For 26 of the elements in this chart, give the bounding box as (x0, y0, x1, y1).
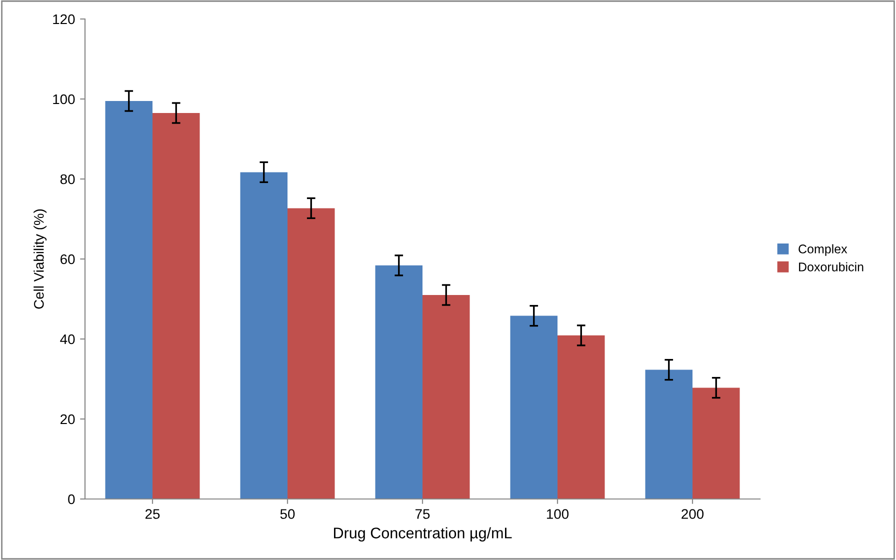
bar (645, 370, 692, 499)
bar (152, 113, 200, 499)
y-tick-label: 20 (60, 414, 75, 424)
y-tick-label: 40 (60, 334, 75, 344)
bar (510, 316, 558, 499)
y-tick-label: 0 (68, 494, 75, 504)
x-axis-title: Drug Concentration µg/mL (334, 527, 512, 542)
bar (288, 208, 335, 499)
bar (375, 265, 422, 499)
bar (692, 388, 740, 499)
x-tick-label: 75 (415, 509, 430, 519)
x-tick-label: 200 (682, 509, 704, 519)
y-tick-label: 80 (60, 174, 75, 184)
y-tick-label: 60 (60, 254, 75, 264)
bar (558, 335, 605, 499)
legend-label: Complex (798, 244, 848, 256)
x-tick-label: 100 (546, 509, 569, 519)
bar (105, 101, 152, 499)
legend-label: Doxorubicin (799, 262, 864, 272)
x-tick-label: 50 (280, 509, 295, 519)
bar (422, 295, 470, 499)
x-tick-label: 25 (145, 509, 160, 519)
y-tick-label: 120 (53, 14, 75, 24)
y-tick-label: 100 (53, 94, 75, 104)
bar (240, 172, 288, 499)
y-axis-title: Cell Viability (%) (34, 209, 47, 309)
